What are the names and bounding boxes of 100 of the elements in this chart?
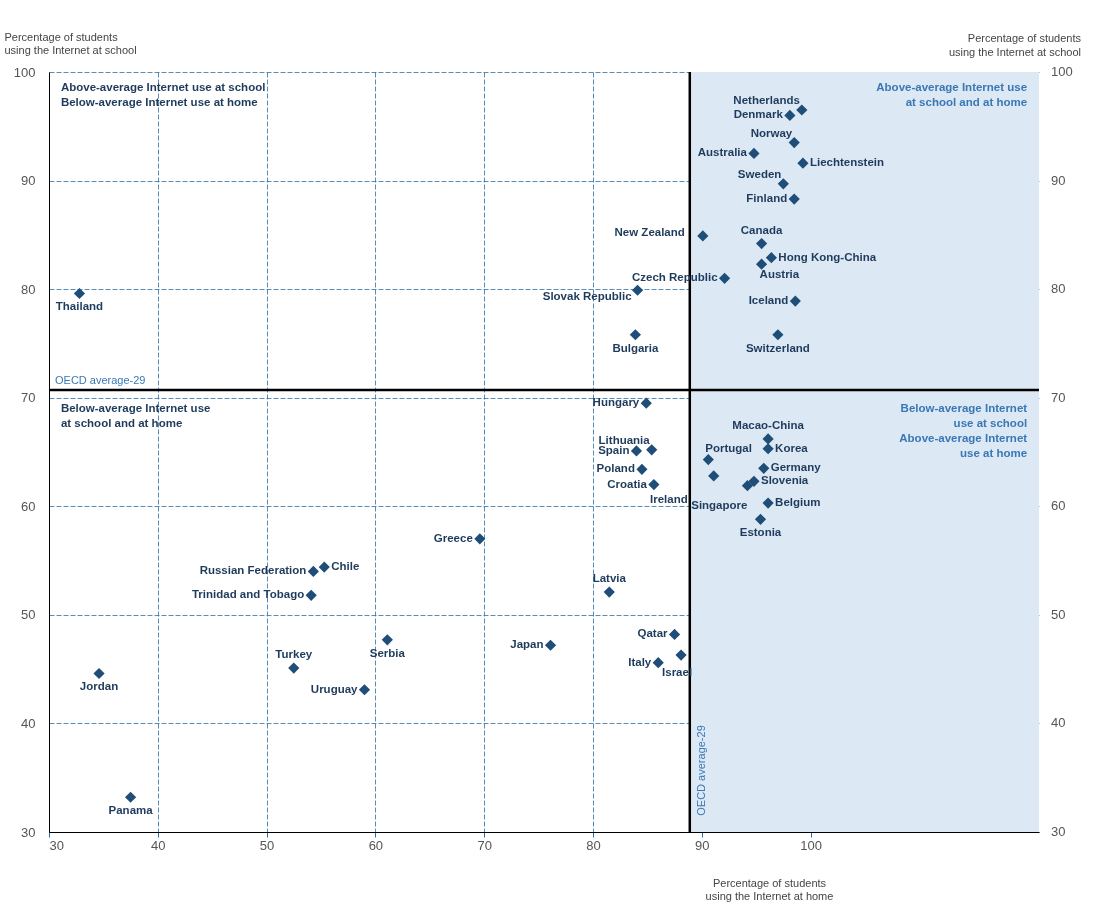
annotation: Below-average Internet use at school and at home <box>60 401 211 429</box>
annotation: Netherlands <box>733 94 800 106</box>
point <box>748 148 760 159</box>
annotation: Turkey <box>275 648 313 661</box>
annotation: Iceland <box>748 294 789 307</box>
point <box>708 470 719 482</box>
ref-line-label: OECD average-29 <box>55 374 146 387</box>
point <box>742 480 753 491</box>
point <box>382 634 393 646</box>
annotation: Ireland <box>650 492 688 505</box>
y2-tick-label: 50 <box>1051 606 1066 622</box>
point <box>762 433 774 445</box>
y-tick-label: 50 <box>21 607 36 623</box>
annotation: Germany <box>770 461 822 474</box>
point <box>308 566 319 577</box>
point <box>545 640 556 651</box>
point <box>636 464 648 475</box>
annotation: Finland <box>746 192 788 205</box>
annotation: Sweden <box>737 167 782 180</box>
annotation: Macao-China <box>732 418 805 431</box>
annotation: Japan <box>510 638 544 651</box>
annotation: Switzerland <box>745 341 810 354</box>
annotation: Spain <box>598 443 630 456</box>
x-tick-label: 100 <box>800 837 822 853</box>
point <box>306 590 317 601</box>
point <box>796 104 808 116</box>
y-tick-label: 100 <box>13 64 36 80</box>
annotation: Slovenia <box>760 474 809 487</box>
annotation: Italy <box>628 655 652 668</box>
y-tick-label: 70 <box>21 390 36 406</box>
point <box>632 285 643 296</box>
y-tick-label: 30 <box>21 824 36 840</box>
annotation: Russian Federation <box>199 564 307 577</box>
point <box>125 792 136 803</box>
annotation: New Zealand <box>614 225 685 238</box>
point <box>93 668 105 679</box>
annotation: Serbia <box>369 646 406 659</box>
y2-axis-title: Percentage of students using the Internet at school <box>948 32 1082 58</box>
point <box>604 586 615 598</box>
point <box>474 533 485 545</box>
point <box>697 230 709 242</box>
point <box>719 273 730 284</box>
x-tick-label: 50 <box>259 837 275 853</box>
point <box>789 137 800 148</box>
annotation: Qatar <box>637 627 669 640</box>
annotation: Lithuania <box>598 433 651 446</box>
x-tick-label: 40 <box>151 837 166 853</box>
annotation: Portugal <box>705 441 752 454</box>
ref-line-label: OECD average-29 <box>694 725 707 816</box>
point <box>797 158 809 169</box>
annotation: Poland <box>596 462 635 475</box>
annotation: Panama <box>108 804 154 817</box>
y2-tick-label: 80 <box>1051 281 1066 297</box>
y2-tick-label: 60 <box>1051 498 1066 514</box>
point <box>762 443 774 454</box>
y2-tick-label: 70 <box>1051 389 1066 405</box>
y2-tick-label: 40 <box>1051 715 1066 731</box>
annotation: Thailand <box>55 300 104 313</box>
point <box>772 329 784 340</box>
x-tick-label: 60 <box>368 837 384 853</box>
point <box>789 193 800 205</box>
point <box>762 497 774 509</box>
point <box>359 684 370 695</box>
annotation: Denmark <box>733 108 784 121</box>
annotation: Hungary <box>592 396 640 409</box>
point <box>646 444 657 456</box>
annotation: Greece <box>433 531 473 544</box>
point <box>74 288 85 299</box>
annotation: Canada <box>740 223 783 236</box>
point <box>630 329 641 340</box>
point <box>756 258 767 270</box>
y-tick-label: 60 <box>21 498 36 514</box>
y2-tick-label: 90 <box>1051 172 1066 188</box>
annotation: Austria <box>759 268 800 281</box>
y-tick-label: 90 <box>21 173 36 189</box>
annotation: Uruguay <box>310 682 359 695</box>
annotation: Estonia <box>739 526 782 539</box>
point <box>703 454 714 465</box>
point <box>653 657 664 668</box>
annotation: Korea <box>775 441 809 454</box>
x-tick-label: 70 <box>477 837 492 853</box>
y-axis-title: Percentage of students using the Internet at school <box>4 30 137 56</box>
y2-tick-label: 100 <box>1051 64 1073 79</box>
x-tick-label: 90 <box>695 837 710 853</box>
point <box>748 476 760 487</box>
y-tick-label: 40 <box>21 715 36 731</box>
annotation: Below-average Internet use at school Above-average Internet use at home <box>899 401 1028 459</box>
annotation: Belgium <box>775 496 821 509</box>
annotation: Latvia <box>592 572 627 585</box>
point <box>755 514 766 525</box>
point <box>319 561 330 573</box>
y2-tick-label: 30 <box>1051 824 1066 839</box>
point <box>778 178 789 190</box>
annotation: Croatia <box>607 477 648 490</box>
x-axis-title: Percentage of students using the Internet at home <box>705 876 834 902</box>
annotation: Norway <box>750 126 793 139</box>
annotation: Trinidad and Tobago <box>191 588 305 601</box>
annotation: Above-average Internet use at school and at home <box>876 80 1028 108</box>
point <box>641 397 652 409</box>
annotation: Liechtenstein <box>809 156 885 169</box>
